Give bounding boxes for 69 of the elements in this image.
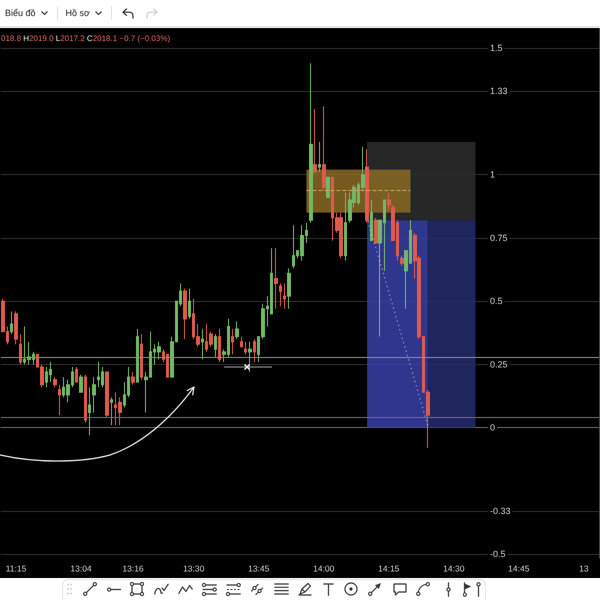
candlestick (253, 338, 256, 362)
candlestick (118, 396, 122, 426)
candlestick (214, 334, 217, 358)
candlestick (318, 141, 321, 173)
candlestick (313, 108, 317, 173)
candlestick (287, 268, 291, 310)
candlestick (84, 374, 87, 424)
candlestick (136, 328, 139, 383)
candlestick (14, 310, 18, 345)
x-tick-label: 14:00 (313, 564, 335, 574)
candlestick (240, 336, 243, 348)
candlestick (75, 366, 78, 383)
y-tick-label: -0.33 (490, 506, 511, 516)
y-tick-label: 1.33 (490, 86, 508, 96)
y-tick-label: 0.5 (490, 296, 503, 306)
candlestick (166, 354, 169, 378)
candlestick (79, 374, 83, 393)
y-tick-label: 0.25 (490, 359, 508, 370)
y-tick-label: 0.75 (490, 232, 508, 243)
candlestick (201, 328, 204, 360)
x-tick-label: 13:45 (248, 564, 270, 574)
candlestick (105, 372, 109, 418)
candlestick (279, 283, 282, 307)
x-tick-label: 13 (579, 564, 589, 574)
candlestick (140, 334, 143, 380)
x-tick-label: 11:15 (6, 564, 27, 574)
candlestick (248, 341, 252, 373)
candlestick (344, 192, 347, 262)
candlestick (235, 320, 239, 340)
text: 018.8 H2019.0 L2017.2 C2018.1 −0.7 (−0.03%) (1, 34, 170, 43)
candlestick (188, 288, 191, 320)
candlestick (365, 148, 369, 224)
candlestick (244, 341, 247, 355)
x-tick-label: 13:30 (183, 564, 205, 574)
x-tick-label: 14:30 (443, 564, 465, 574)
x-tick-label: 14:15 (378, 564, 400, 574)
candlestick (58, 384, 61, 416)
x-tick-label: 13:16 (122, 564, 144, 574)
candlestick (274, 248, 278, 310)
candlestick (218, 328, 221, 362)
candlestick (374, 217, 378, 244)
candlestick (370, 200, 373, 242)
y-tick-label: 1.5 (490, 43, 503, 54)
candlestick (53, 376, 57, 388)
y-tick-label: 0 (490, 422, 496, 433)
candlestick (88, 386, 91, 436)
candlestick (231, 328, 234, 355)
candlestick (19, 334, 22, 365)
x-tick-label: 14:45 (508, 564, 530, 574)
candlestick (92, 376, 96, 414)
candlestick (339, 212, 343, 259)
y-tick-label: -0.5 (490, 549, 506, 560)
candlestick (97, 361, 100, 388)
candlestick (322, 106, 326, 190)
text: Hồ sơ (66, 8, 90, 18)
candlestick (10, 310, 13, 335)
y-tick-label: 1 (490, 170, 496, 180)
candlestick (326, 176, 330, 198)
candlestick (49, 361, 52, 383)
candlestick (110, 396, 113, 426)
x-tick-label: 13:04 (70, 564, 92, 574)
candlestick (292, 224, 295, 269)
candlestick (183, 288, 187, 340)
candlestick (131, 372, 135, 386)
candlestick (309, 62, 313, 224)
candlestick (300, 224, 304, 262)
text: Biểu đồ (5, 8, 36, 18)
candlestick (400, 255, 404, 266)
candlestick (283, 283, 286, 310)
